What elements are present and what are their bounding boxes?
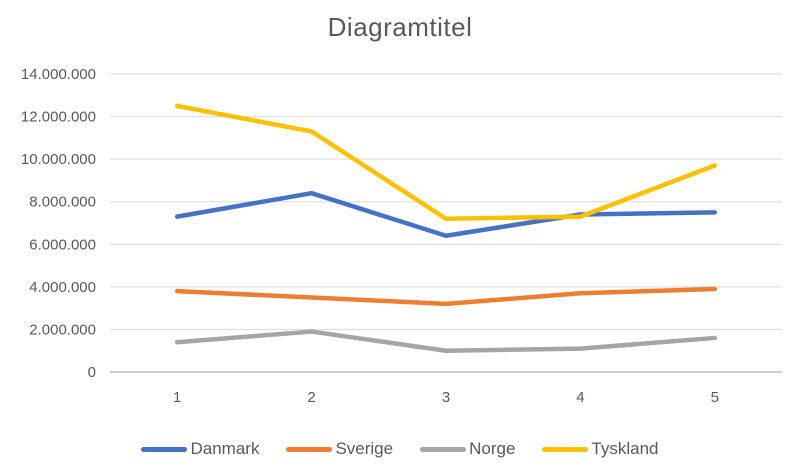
y-tick-label: 0 (88, 364, 96, 381)
x-tick-label: 4 (576, 389, 584, 406)
series-line-norge[interactable] (174, 329, 718, 353)
y-tick-label: 6.000.000 (29, 236, 96, 253)
chart-title[interactable]: Diagramtitel (327, 12, 473, 42)
plot-area: 0 2.000.000 4.000.000 6.000.000 8.000.000 10.… (21, 66, 782, 406)
legend-swatch-danmark (141, 446, 188, 452)
legend-swatch-tyskland (542, 446, 589, 452)
x-tick-label: 3 (442, 389, 450, 406)
y-axis-labels: 0 2.000.000 4.000.000 6.000.000 8.000.000 10.… (21, 66, 96, 381)
legend-item-tyskland[interactable]: Tyskland (542, 439, 659, 459)
y-tick-label: 4.000.000 (29, 279, 96, 296)
y-tick-label: 14.000.000 (21, 66, 96, 83)
legend-item-danmark[interactable]: Danmark (141, 439, 259, 459)
y-tick-label: 12.000.000 (21, 109, 96, 126)
legend-label: Danmark (190, 439, 260, 458)
y-tick-label: 8.000.000 (29, 194, 96, 211)
x-tick-label: 1 (173, 389, 181, 406)
legend-swatch-norge (420, 446, 467, 452)
series-line-danmark[interactable] (174, 190, 718, 239)
y-tick-label: 10.000.000 (21, 151, 96, 168)
chart-legend: Danmark Sverige Norge Tyskland (0, 439, 800, 459)
x-axis-labels: 1 2 3 4 5 (173, 389, 719, 406)
legend-swatch-sverige (286, 446, 333, 452)
y-tick-label: 2.000.000 (29, 321, 96, 338)
legend-label: Sverige (335, 439, 394, 458)
legend-item-norge[interactable]: Norge (420, 439, 515, 459)
series-line-sverige[interactable] (174, 286, 718, 307)
series-line-tyskland[interactable] (174, 103, 718, 221)
legend-label: Norge (469, 439, 516, 458)
x-tick-label: 2 (307, 389, 315, 406)
x-tick-label: 5 (711, 389, 719, 406)
legend-label: Tyskland (591, 439, 659, 458)
gridlines (110, 73, 782, 373)
legend-item-sverige[interactable]: Sverige (286, 439, 393, 459)
